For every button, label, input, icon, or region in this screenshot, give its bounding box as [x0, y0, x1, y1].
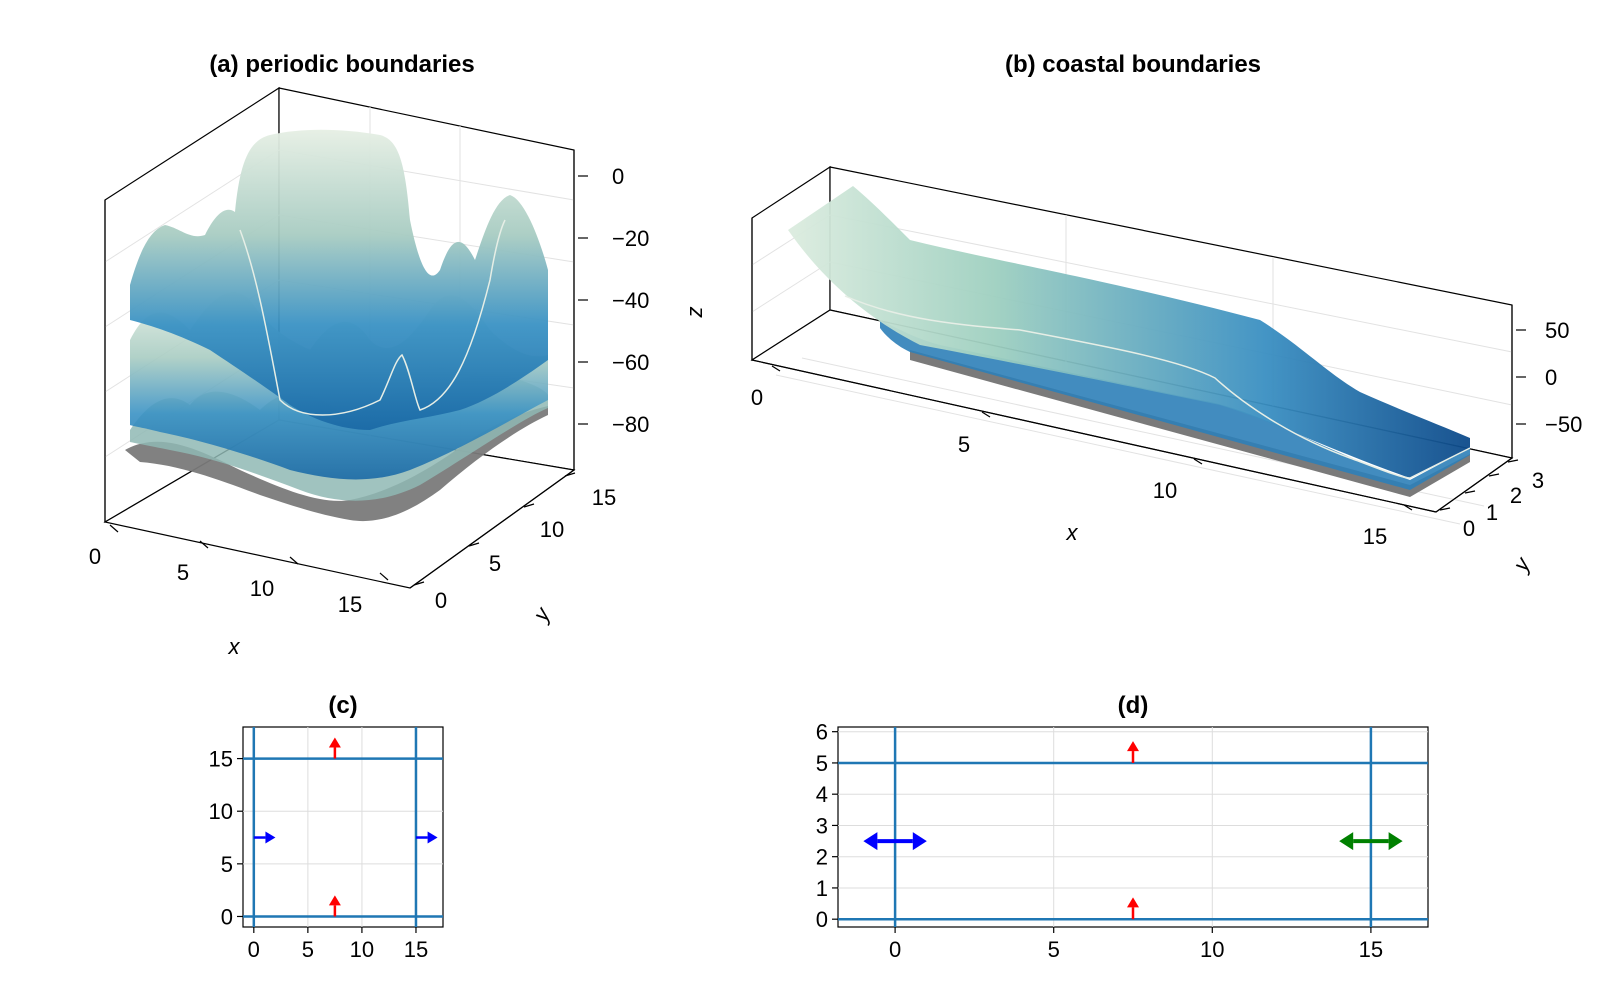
- panel-b-xtick-3: 15: [1363, 524, 1387, 549]
- panel-a-top-surface: [130, 129, 548, 430]
- panel-c-boundary-lines: [243, 727, 443, 927]
- panel-b-contour-line: [844, 295, 1471, 479]
- d-arrow-head: [863, 832, 878, 851]
- c-xtick-label: 15: [404, 937, 428, 962]
- panel-c-ticks: 0 5 10 15 0 5 10 15: [209, 747, 429, 962]
- panel-b-ytick-3: 3: [1532, 468, 1544, 493]
- panel-b-ytick-0: 0: [1463, 516, 1475, 541]
- panel-a-ytick-3: 15: [592, 485, 616, 510]
- panel-c: (c) 0 5 10 15 0 5 10 15: [209, 692, 444, 962]
- d-xtick-label: 5: [1048, 937, 1060, 962]
- panel-d-title: (d): [1118, 692, 1149, 719]
- c-arrow-head: [328, 737, 341, 748]
- d-xtick-label: 0: [889, 937, 901, 962]
- panel-c-title: (c): [328, 692, 357, 719]
- panel-b-x-axis: 0 5 10 15 x: [751, 365, 1413, 549]
- panel-b-front-edges: [751, 218, 1513, 513]
- c-arrow-head: [265, 831, 276, 844]
- d-arrow-head: [1127, 897, 1139, 908]
- c-xtick-label: 0: [248, 937, 260, 962]
- panel-d-arrows: [863, 741, 1403, 920]
- panel-b-ytick-1: 1: [1486, 500, 1498, 525]
- d-ytick-label: 4: [816, 782, 828, 807]
- c-arrow: [328, 895, 341, 917]
- panel-a-xtick-2: 10: [250, 576, 274, 601]
- panel-d: (d) 0 5 10 15 0 1 2 3 4 5 6: [816, 692, 1429, 962]
- panel-a-xlabel: x: [228, 634, 241, 659]
- d-xtick-label: 15: [1359, 937, 1383, 962]
- d-arrow-head: [1339, 832, 1354, 851]
- panel-a-xtick-0: 0: [89, 544, 101, 569]
- panel-a-ztick-2: −40: [612, 288, 649, 313]
- panel-a-zlabel: z: [682, 307, 707, 319]
- panel-b-xtick-2: 10: [1153, 478, 1177, 503]
- d-ytick-label: 6: [816, 720, 828, 745]
- d-arrow: [863, 832, 927, 851]
- d-arrow: [1127, 741, 1139, 763]
- panel-b-top-surface: [788, 186, 1470, 478]
- panel-a-ytick-0: 0: [435, 588, 447, 613]
- panel-a-z-axis: 0 −20 −40 −60 −80 z: [578, 164, 707, 437]
- panel-a-ztick-0: 0: [612, 164, 624, 189]
- panel-a-ztick-3: −60: [612, 350, 649, 375]
- panel-c-frame: [242, 726, 444, 928]
- panel-a-ztick-4: −80: [612, 412, 649, 437]
- d-arrow-head: [1388, 832, 1403, 851]
- panel-b-surfaces: [788, 186, 1471, 497]
- c-arrow: [253, 831, 276, 844]
- panel-b-z-axis: 50 0 −50: [1516, 318, 1582, 437]
- panel-b-xlabel: x: [1066, 520, 1079, 545]
- d-arrow-head: [1127, 741, 1139, 752]
- panel-b-ytick-2: 2: [1510, 483, 1522, 508]
- c-arrow: [328, 737, 341, 759]
- panel-a-ylabel: y: [527, 602, 556, 627]
- c-xtick-label: 10: [350, 937, 374, 962]
- panel-a-bottom-surface: [125, 406, 548, 522]
- panel-a: (a) periodic boundaries: [89, 51, 707, 659]
- panel-b-title: (b) coastal boundaries: [1005, 51, 1261, 78]
- panel-a-contour-line: [239, 219, 506, 416]
- panel-a-xtick-3: 15: [338, 592, 362, 617]
- c-ytick-label: 15: [209, 747, 233, 772]
- panel-a-xtick-1: 5: [177, 560, 189, 585]
- panel-b-xtick-1: 5: [958, 432, 970, 457]
- panel-a-ytick-1: 5: [489, 551, 501, 576]
- panel-b-xtick-0: 0: [751, 385, 763, 410]
- d-arrow: [1339, 832, 1403, 851]
- d-ytick-label: 0: [816, 907, 828, 932]
- panel-a-ytick-2: 10: [540, 517, 564, 542]
- d-arrow-head: [912, 832, 927, 851]
- d-xtick-label: 10: [1200, 937, 1224, 962]
- d-ytick-label: 1: [816, 876, 828, 901]
- d-ytick-label: 3: [816, 813, 828, 838]
- c-arrow-head: [328, 895, 341, 906]
- c-arrow-head: [427, 831, 438, 844]
- panel-b-ztick-2: −50: [1545, 412, 1582, 437]
- d-ytick-label: 5: [816, 751, 828, 776]
- panel-b-ztick-0: 50: [1545, 318, 1569, 343]
- panel-b-ylabel: y: [1507, 552, 1536, 577]
- panel-a-ztick-1: −20: [612, 226, 649, 251]
- c-xtick-label: 5: [302, 937, 314, 962]
- c-ytick-label: 0: [221, 904, 233, 929]
- c-arrow: [415, 831, 438, 844]
- panel-b: (b) coastal boundaries: [750, 51, 1582, 577]
- panel-a-x-axis: 0 5 10 15 x: [89, 524, 389, 659]
- panel-a-surfaces: [125, 129, 548, 522]
- c-ytick-label: 5: [221, 852, 233, 877]
- panel-a-title: (a) periodic boundaries: [209, 51, 474, 78]
- panel-a-front-edges: [104, 150, 575, 589]
- panel-c-arrows: [253, 737, 438, 917]
- d-ytick-label: 2: [816, 845, 828, 870]
- c-ytick-label: 10: [209, 799, 233, 824]
- panel-b-ztick-1: 0: [1545, 365, 1557, 390]
- d-arrow: [1127, 897, 1139, 920]
- panel-d-ticks: 0 5 10 15 0 1 2 3 4 5 6: [816, 720, 1383, 962]
